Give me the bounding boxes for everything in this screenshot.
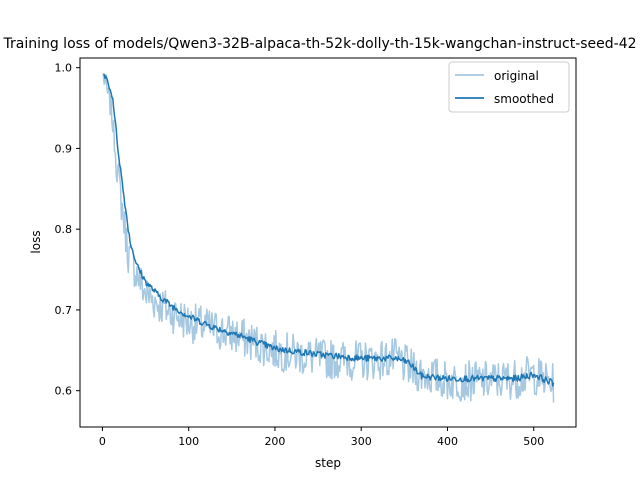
legend-label-smoothed: smoothed xyxy=(494,92,554,106)
x-axis-ticks: 0 100 200 300 400 500 xyxy=(99,427,544,448)
legend-label-original: original xyxy=(494,69,539,83)
legend: original smoothed xyxy=(448,61,570,113)
y-tick-label: 0.6 xyxy=(55,385,73,398)
x-tick-label: 200 xyxy=(264,435,285,448)
y-tick-label: 0.8 xyxy=(55,223,73,236)
x-tick-label: 0 xyxy=(99,435,106,448)
axes-frame xyxy=(79,57,577,428)
chart-title: Training loss of models/Qwen3-32B-alpaca… xyxy=(2,36,636,52)
y-axis-label: loss xyxy=(29,230,43,253)
y-axis-ticks: 0.6 0.7 0.8 0.9 1.0 xyxy=(55,62,80,398)
x-tick-label: 100 xyxy=(178,435,199,448)
y-tick-label: 1.0 xyxy=(55,62,73,75)
x-axis-label: step xyxy=(315,456,341,470)
x-tick-label: 400 xyxy=(437,435,458,448)
plot-lines xyxy=(102,73,555,403)
y-tick-label: 0.7 xyxy=(55,304,73,317)
series-line-smoothed xyxy=(103,73,555,387)
x-tick-label: 300 xyxy=(351,435,372,448)
x-tick-label: 500 xyxy=(523,435,544,448)
y-tick-label: 0.9 xyxy=(55,142,73,155)
